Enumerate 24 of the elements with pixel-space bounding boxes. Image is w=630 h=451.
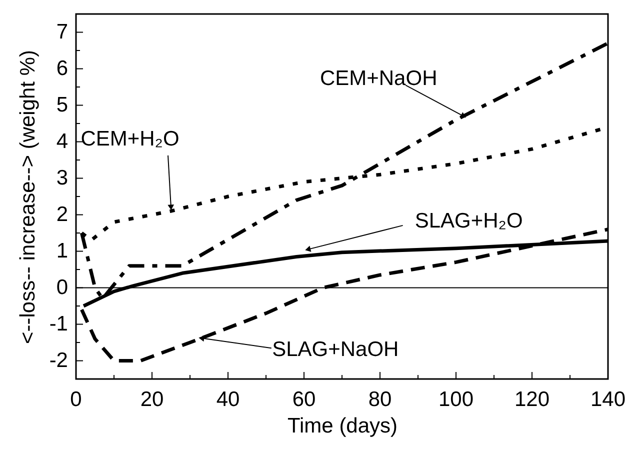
x-tick-label: 80 — [368, 388, 392, 411]
y-tick-label: -1 — [49, 312, 68, 336]
x-axis-title: Time (days) — [287, 414, 398, 438]
x-tick-label: 20 — [140, 388, 164, 411]
x-tick-label: 0 — [70, 388, 82, 411]
y-tick-label: 0 — [56, 276, 68, 299]
annotation: SLAG+H₂O — [414, 209, 523, 232]
annotation: SLAG+NaOH — [272, 338, 399, 362]
y-tick-label: 6 — [56, 56, 68, 80]
x-tick-label: 140 — [590, 388, 626, 411]
x-tick-label: 100 — [438, 388, 474, 411]
y-tick-label: 2 — [56, 202, 68, 226]
y-tick-label: 5 — [56, 93, 68, 116]
y-tick-label: 4 — [56, 130, 68, 153]
y-tick-label: 7 — [56, 20, 68, 44]
annotation: CEM+H₂O — [80, 127, 180, 150]
y-tick-label: 1 — [56, 239, 68, 262]
x-tick-label: 60 — [292, 388, 316, 411]
y-tick-label: 3 — [56, 166, 68, 190]
y-tick-label: -2 — [49, 348, 68, 372]
y-axis-title: <--loss-- increase--> (weight %) — [16, 50, 40, 344]
x-tick-label: 120 — [514, 388, 550, 411]
x-tick-label: 40 — [216, 388, 240, 411]
annotation: CEM+NaOH — [320, 67, 438, 90]
